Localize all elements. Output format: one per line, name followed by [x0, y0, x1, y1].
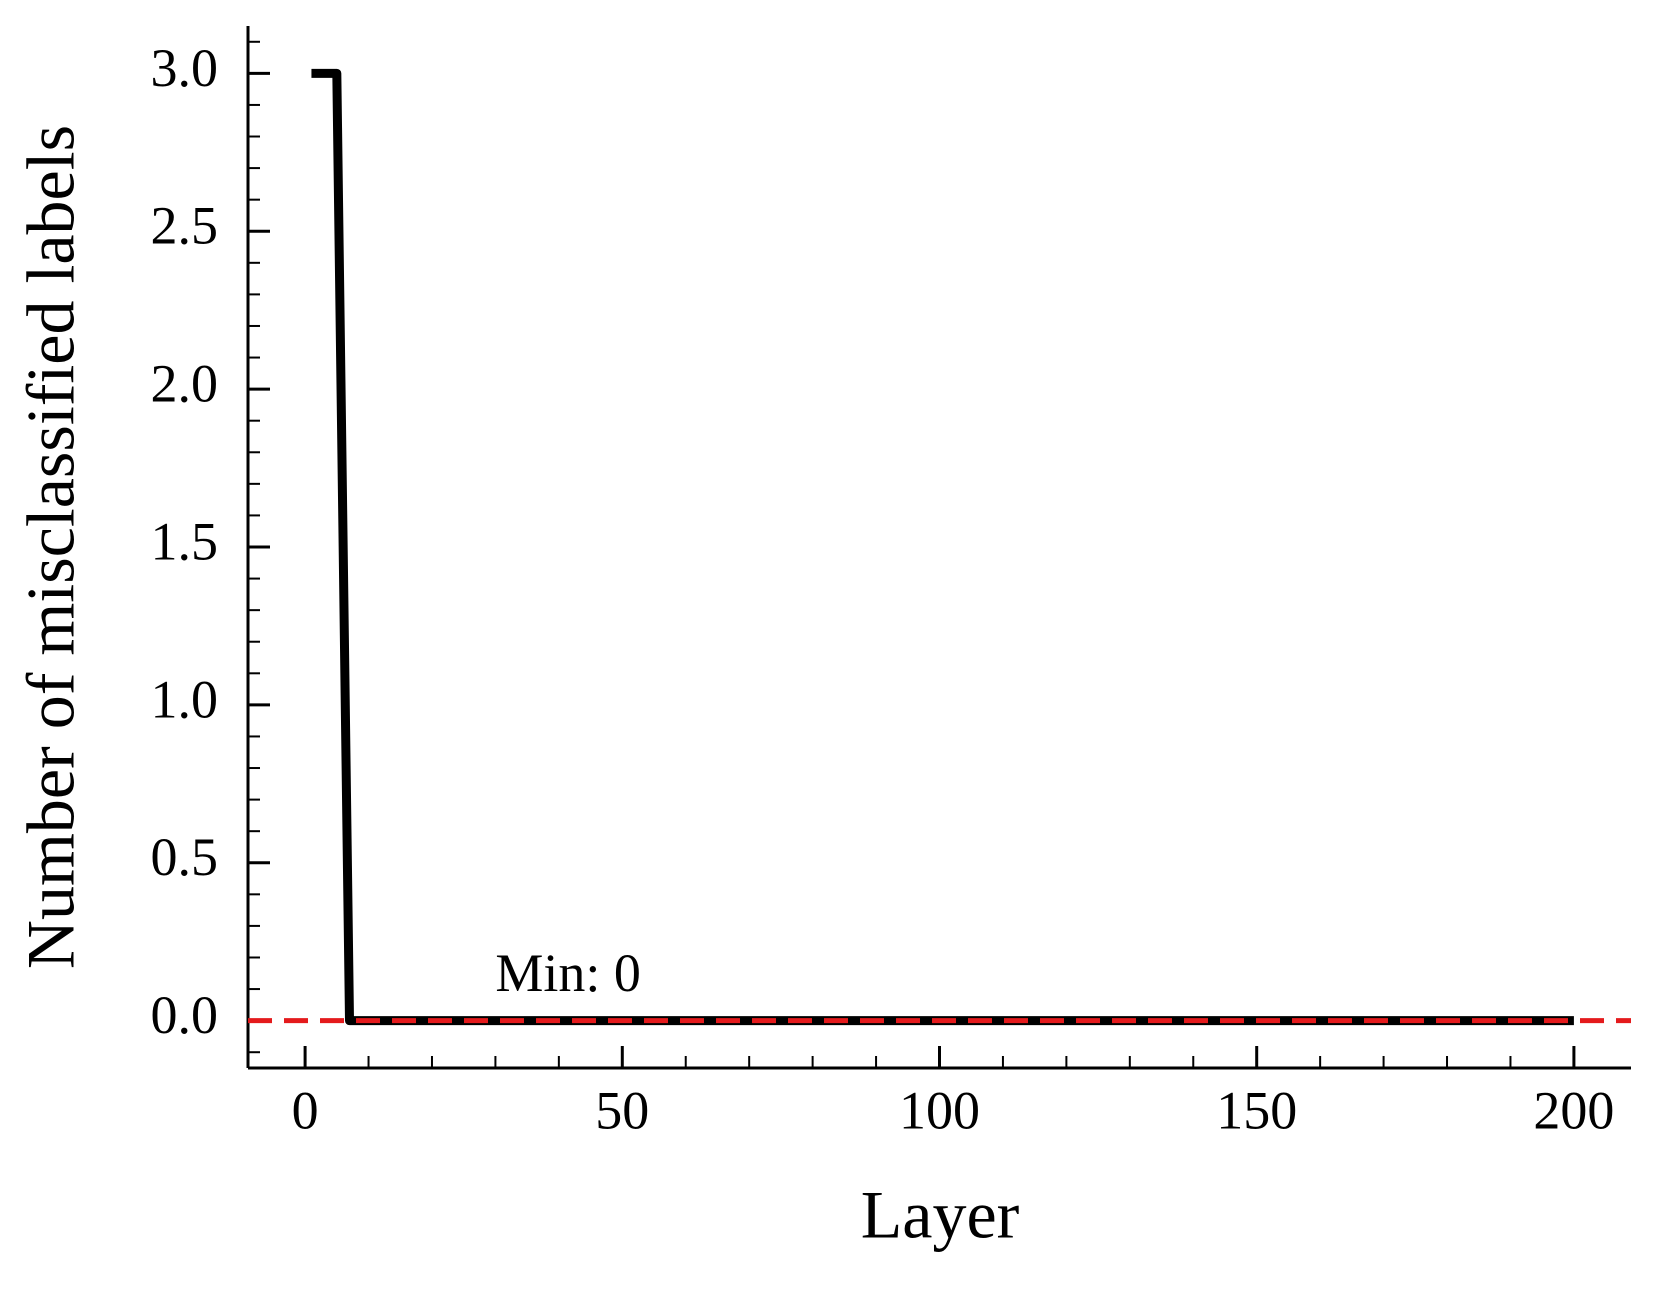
- x-tick-label: 0: [292, 1080, 319, 1140]
- y-tick-label: 1.0: [151, 669, 219, 729]
- y-tick-label: 1.5: [151, 511, 219, 571]
- x-tick-label: 100: [899, 1080, 980, 1140]
- y-axis-label: Number of misclassified labels: [13, 125, 89, 969]
- y-tick-label: 0.5: [151, 827, 219, 887]
- y-tick-label: 3.0: [151, 38, 219, 98]
- x-tick-label: 150: [1216, 1080, 1297, 1140]
- x-tick-label: 50: [595, 1080, 649, 1140]
- y-tick-label: 0.0: [151, 985, 219, 1045]
- y-tick-label: 2.5: [151, 196, 219, 256]
- x-axis-label: Layer: [861, 1177, 1020, 1253]
- min-annotation: Min: 0: [495, 943, 641, 1003]
- x-tick-label: 200: [1533, 1080, 1614, 1140]
- data-line: [311, 68, 1574, 1026]
- y-tick-label: 2.0: [151, 354, 219, 414]
